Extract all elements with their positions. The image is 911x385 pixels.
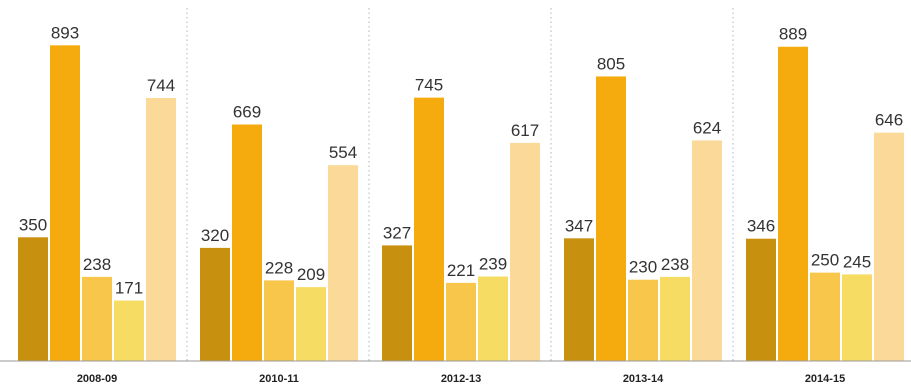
bar-value-label: 646 (875, 111, 903, 130)
bar (660, 276, 690, 361)
bar (264, 280, 294, 361)
bar-value-label: 893 (51, 23, 79, 42)
bar (778, 46, 808, 362)
bar (628, 279, 658, 361)
bar-value-label: 230 (629, 258, 657, 277)
bar-value-label: 889 (779, 25, 807, 44)
category-labels-layer: 2008-09 2010-11 2012-13 2013-14 2014-15 (77, 373, 845, 385)
bar-value-label: 320 (201, 226, 229, 245)
category-label: 2010-11 (259, 373, 299, 385)
bar-value-label: 171 (115, 279, 143, 298)
bar (200, 247, 230, 361)
bar (146, 97, 176, 361)
bar (746, 238, 776, 361)
bar (478, 276, 508, 361)
bar-value-label: 228 (265, 258, 293, 277)
bar-value-label: 669 (233, 103, 261, 122)
bar-value-label: 745 (415, 76, 443, 95)
bar-value-label: 347 (565, 216, 593, 235)
category-label: 2008-09 (77, 373, 117, 385)
bar-value-label: 245 (843, 252, 871, 271)
bar (82, 276, 112, 361)
bar (328, 165, 358, 361)
bar (842, 274, 872, 361)
bar (874, 132, 904, 361)
bar-value-label: 209 (297, 265, 325, 284)
bar-value-label: 238 (661, 255, 689, 274)
bar (446, 282, 476, 361)
group-separators (186, 8, 734, 361)
bar (810, 272, 840, 361)
bar (50, 45, 80, 362)
bar-value-label: 239 (479, 255, 507, 274)
bar-value-label: 327 (383, 223, 411, 242)
bar (382, 245, 412, 361)
bar-value-label: 221 (447, 261, 475, 280)
bars-layer (18, 45, 904, 362)
bar (114, 300, 144, 361)
category-label: 2012-13 (441, 373, 481, 385)
category-label: 2014-15 (805, 373, 845, 385)
bar-value-label: 554 (329, 143, 357, 162)
bar (692, 140, 722, 361)
bar (596, 76, 626, 362)
bar (232, 124, 262, 361)
bar-value-label: 238 (83, 255, 111, 274)
bar (564, 238, 594, 361)
bar (510, 142, 540, 361)
bar-value-label: 744 (147, 76, 175, 95)
bar-value-label: 624 (693, 118, 721, 137)
bar-value-label: 805 (597, 54, 625, 73)
category-label: 2013-14 (623, 373, 664, 385)
bar-value-label: 250 (811, 251, 839, 270)
bar-value-label: 346 (747, 217, 775, 236)
bar (18, 237, 48, 361)
bar-value-label: 617 (511, 121, 539, 140)
bar (296, 287, 326, 361)
bar (414, 97, 444, 361)
bar-value-label: 350 (19, 215, 47, 234)
